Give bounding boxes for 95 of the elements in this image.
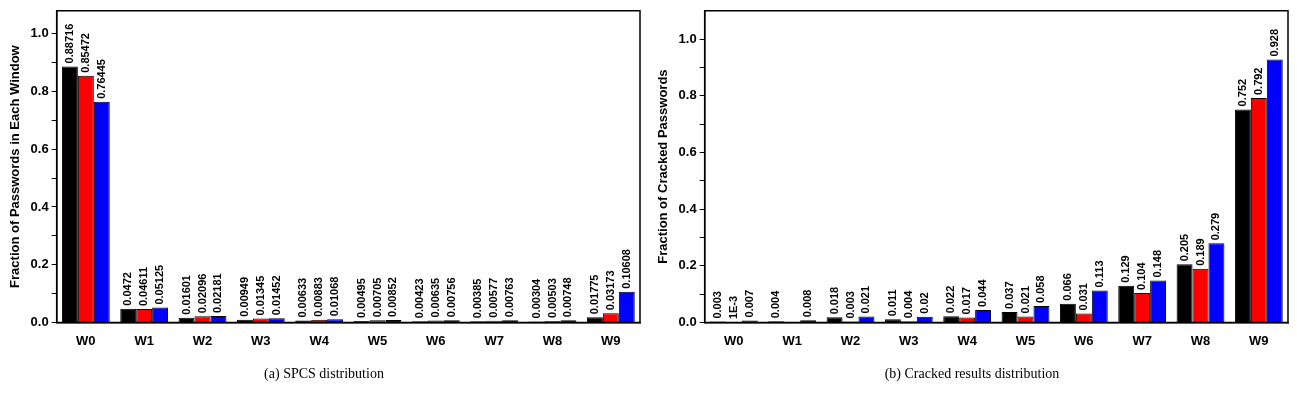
data-label: 0.00883 — [312, 277, 325, 317]
data-label: 0.004 — [769, 289, 782, 319]
data-label: 0.066 — [1060, 273, 1073, 301]
x-tick-label: W1 — [782, 332, 802, 348]
data-label: 0.01601 — [179, 275, 192, 315]
data-label: 0.03173 — [603, 270, 616, 311]
data-label: 0.058 — [1034, 275, 1047, 303]
x-tick-label: W4 — [309, 332, 330, 348]
data-label: 0.00949 — [237, 276, 250, 317]
y-tick-label: 0.8 — [678, 87, 697, 103]
data-label: 0.148 — [1151, 249, 1164, 278]
data-label: 0.00495 — [354, 278, 367, 318]
y-tick-label: 0.8 — [30, 83, 49, 99]
y-tick-label: 0.6 — [30, 140, 49, 156]
data-label: 0.01452 — [269, 275, 282, 316]
y-tick-label: 0.2 — [30, 256, 49, 272]
y-tick-label: 0.4 — [30, 198, 50, 214]
x-tick-label: W2 — [840, 332, 861, 348]
data-label: 0.113 — [1092, 260, 1105, 288]
data-label: 0.752 — [1235, 78, 1248, 107]
data-label: 1E-3 — [726, 295, 739, 320]
data-label: 0.928 — [1267, 28, 1280, 57]
data-label: 0.279 — [1209, 212, 1222, 241]
x-tick-label: W7 — [484, 332, 504, 348]
x-tick-label: W2 — [192, 332, 213, 348]
data-label: 0.00577 — [487, 277, 500, 318]
data-label: 0.01775 — [587, 274, 600, 315]
x-tick-label: W8 — [542, 332, 563, 348]
data-label: 0.00385 — [471, 278, 484, 319]
data-label: 0.022 — [944, 285, 957, 314]
data-label: 0.76445 — [94, 59, 107, 99]
data-label: 0.00705 — [370, 277, 383, 318]
data-label: 0.037 — [1002, 281, 1015, 309]
data-label: 0.003 — [843, 291, 856, 319]
data-label: 0.00633 — [296, 277, 309, 318]
data-label: 0.00748 — [561, 277, 574, 318]
data-label: 0.007 — [742, 289, 755, 318]
x-tick-label: W6 — [1074, 332, 1094, 348]
data-label: 0.021 — [1018, 285, 1031, 314]
x-tick-label: W9 — [601, 332, 621, 348]
data-label: 0.104 — [1135, 261, 1148, 290]
data-label: 0.044 — [976, 278, 989, 307]
data-label: 0.129 — [1119, 255, 1132, 283]
data-label: 0.01068 — [328, 276, 341, 317]
data-label: 0.85472 — [78, 33, 91, 73]
data-label: 0.10608 — [619, 249, 632, 289]
data-label: 0.031 — [1076, 283, 1089, 311]
text: (a) SPCS distribution — [263, 366, 385, 382]
x-tick-label: W8 — [1190, 332, 1211, 348]
y-tick-label: 0.0 — [678, 313, 697, 329]
data-label: 0.00423 — [412, 278, 425, 319]
x-tick-label: W3 — [251, 332, 271, 348]
data-label: 0.01345 — [253, 275, 266, 316]
y-tick-label: 1.0 — [30, 25, 49, 41]
y-axis-title: Fraction of Cracked Passwords — [655, 69, 671, 264]
y-tick-label: 1.0 — [678, 30, 697, 46]
y-axis-title: Fraction of Passwords in Each Window — [7, 44, 23, 288]
x-tick-label: W9 — [1249, 332, 1269, 348]
y-tick-label: 0.4 — [678, 200, 698, 216]
data-label: 0.017 — [960, 287, 973, 315]
data-label: 0.205 — [1177, 233, 1190, 262]
data-label: 0.02 — [917, 292, 930, 314]
y-tick-label: 0.2 — [678, 257, 697, 273]
data-label: 0.011 — [885, 289, 898, 317]
data-label: 0.02096 — [195, 273, 208, 314]
x-tick-label: W5 — [1015, 332, 1036, 348]
data-label: 0.021 — [859, 285, 872, 314]
x-tick-label: W7 — [1132, 332, 1152, 348]
data-label: 0.189 — [1193, 238, 1206, 266]
data-label: 0.00635 — [428, 277, 441, 318]
x-tick-label: W0 — [724, 332, 744, 348]
x-tick-label: W4 — [957, 332, 978, 348]
data-label: 0.004 — [901, 289, 914, 319]
data-label: 0.02181 — [211, 273, 224, 314]
text: (b) Cracked results distribution — [883, 366, 1061, 382]
x-tick-label: W3 — [899, 332, 919, 348]
y-tick-label: 0.6 — [678, 144, 697, 160]
data-label: 0.88716 — [62, 23, 75, 64]
data-label: 0.04611 — [137, 266, 150, 307]
data-label: 0.00763 — [503, 277, 516, 318]
x-tick-label: W6 — [426, 332, 446, 348]
data-label: 0.792 — [1251, 67, 1264, 96]
data-label: 0.05125 — [153, 264, 166, 305]
data-label: 0.018 — [827, 286, 840, 315]
data-label: 0.008 — [801, 289, 814, 318]
y-tick-label: 0.0 — [30, 313, 49, 329]
x-tick-label: W5 — [367, 332, 388, 348]
data-label: 0.0472 — [121, 272, 134, 306]
data-label: 0.00756 — [444, 277, 457, 318]
data-label: 0.00304 — [529, 277, 542, 319]
data-label: 0.00852 — [386, 277, 399, 317]
x-tick-label: W0 — [76, 332, 96, 348]
data-label: 0.00503 — [545, 278, 558, 318]
data-label: 0.003 — [710, 291, 723, 319]
x-tick-label: W1 — [134, 332, 154, 348]
